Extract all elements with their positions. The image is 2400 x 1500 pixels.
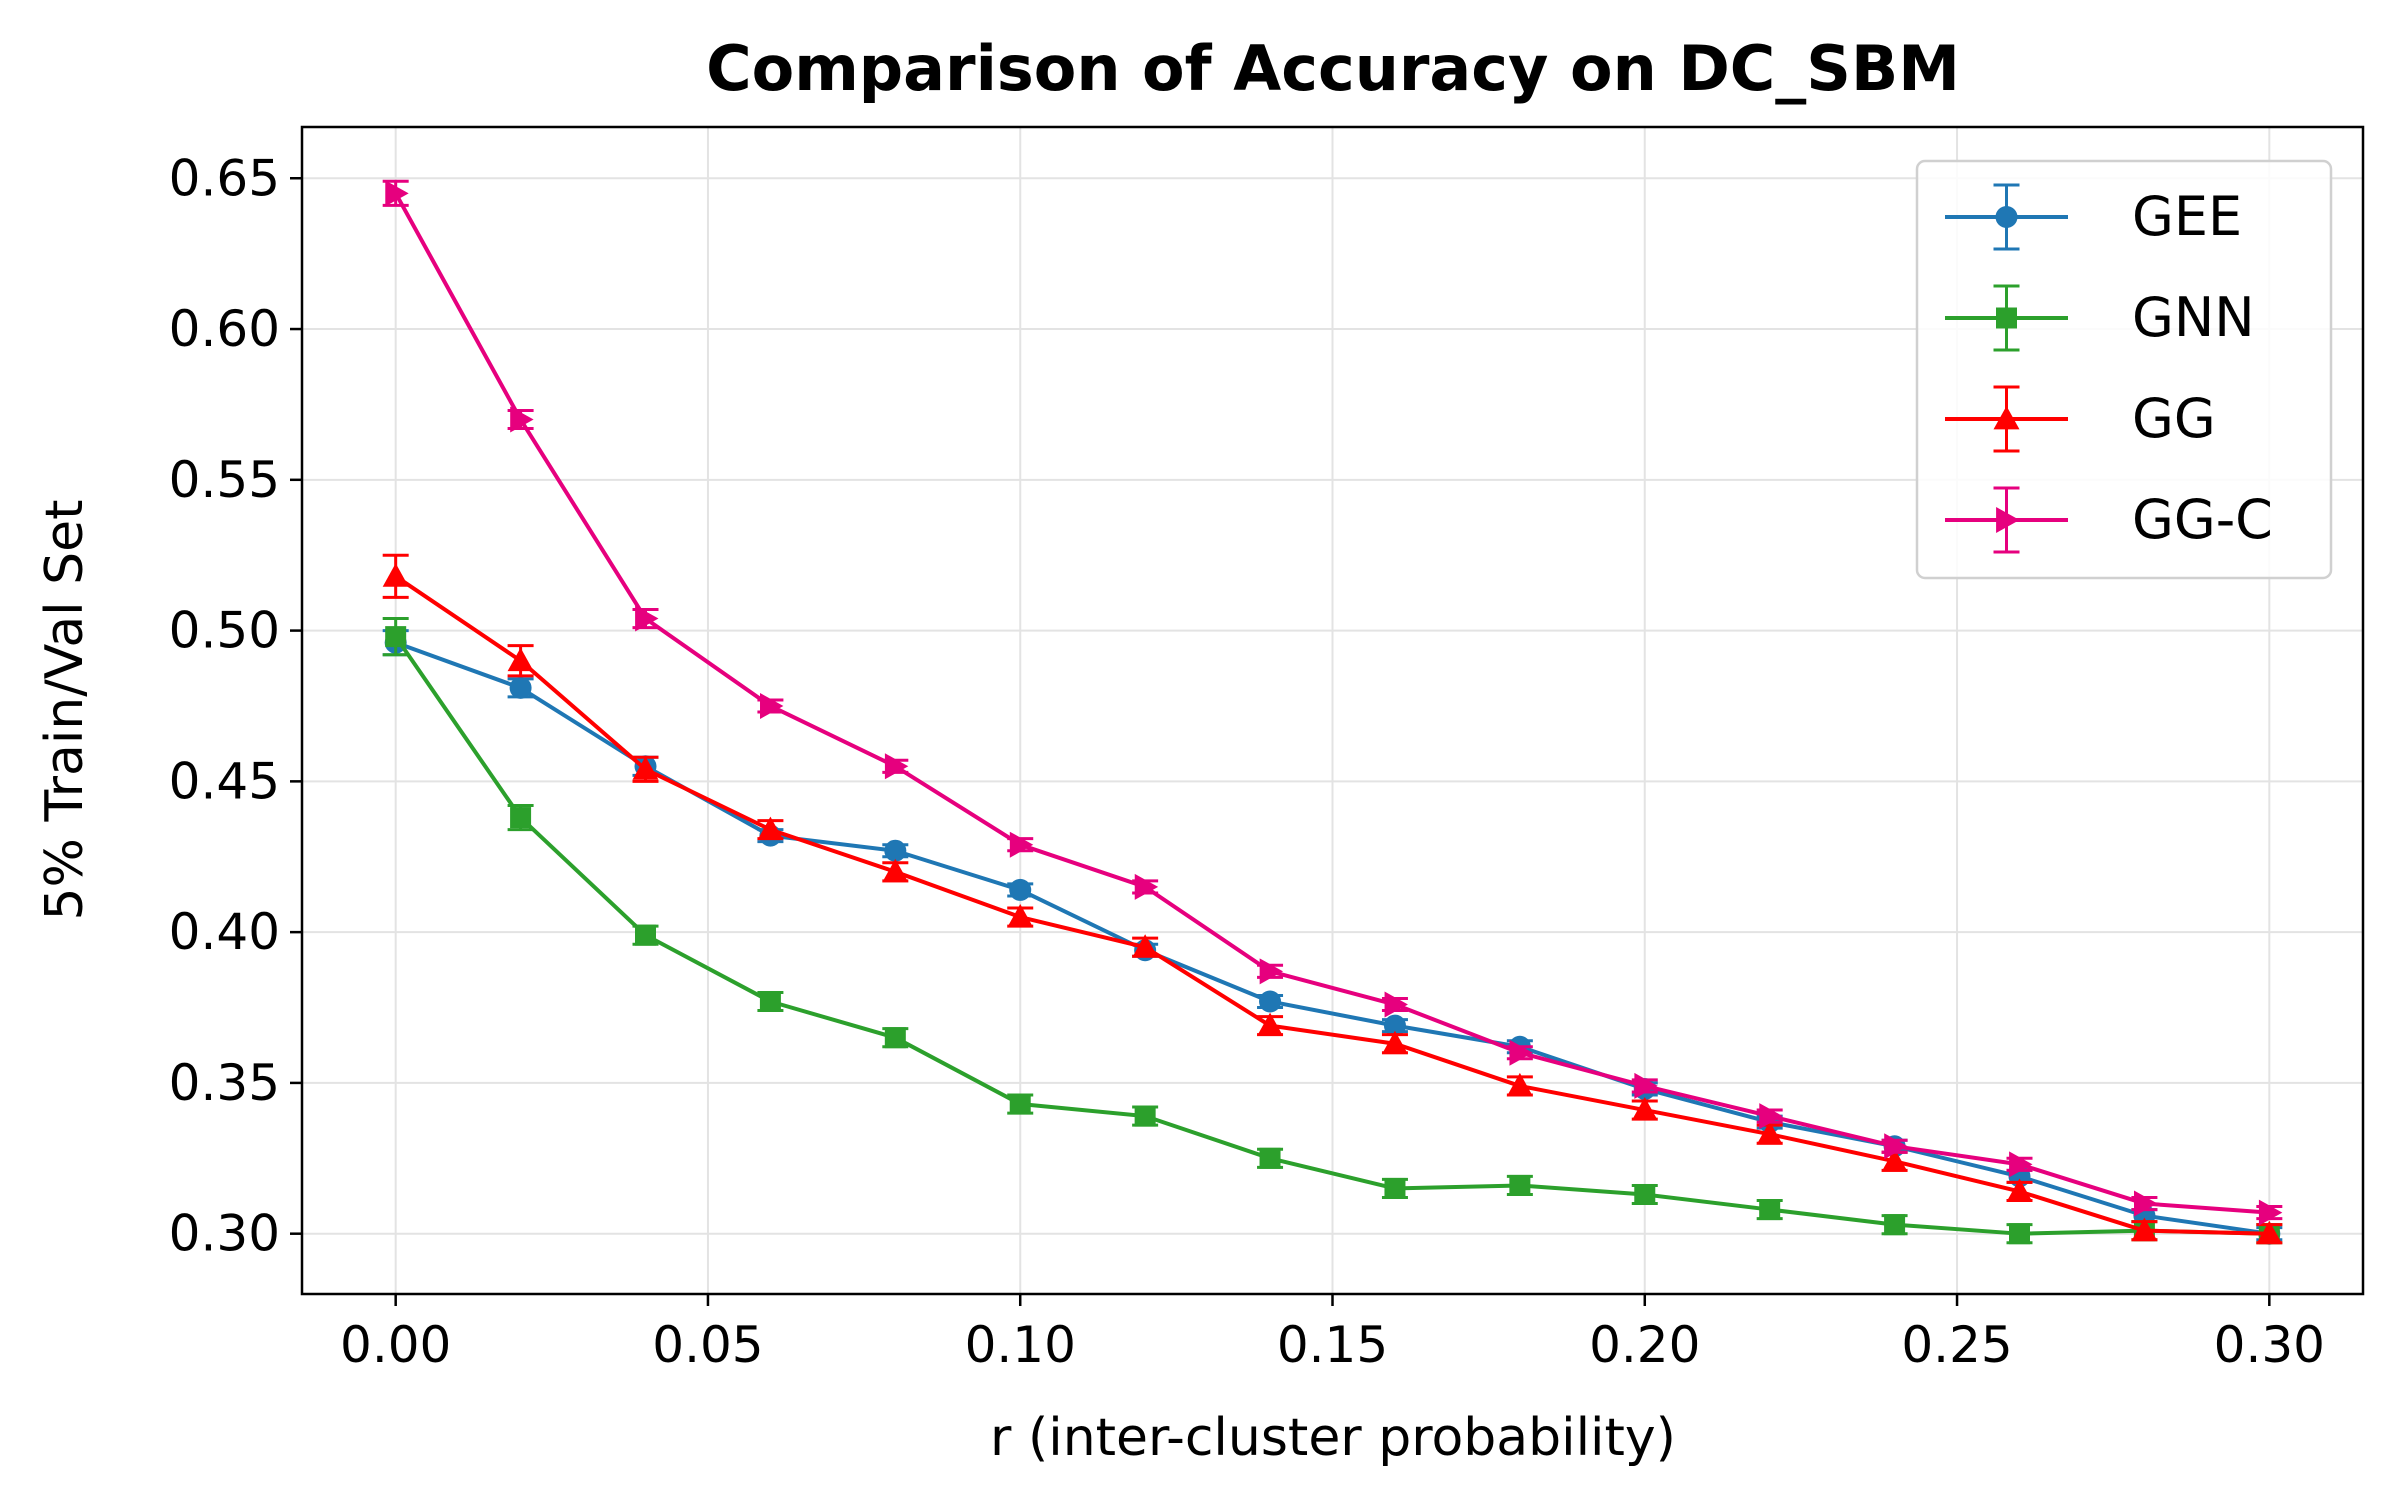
data-point-gnn: [1009, 1093, 1031, 1115]
data-point-gg: [1381, 1030, 1408, 1055]
axis-ticks: 0.00 0.05 0.10 0.15 0.20 0.25 0.30 0.30 0.35 0.40…: [169, 149, 2325, 1374]
data-point-gg: [2006, 1178, 2033, 1202]
legend-box: [1915, 159, 2333, 580]
legend-label: GG: [2132, 387, 2216, 450]
legend-entry-gg: GG: [1945, 385, 2216, 453]
legend-marker: [1996, 507, 2020, 533]
data-point-gnn: [1634, 1183, 1656, 1205]
x-tick-label: 0.25: [1901, 1316, 2012, 1374]
x-tick-label: 0.10: [965, 1316, 1076, 1374]
y-tick-label: 0.45: [169, 752, 280, 810]
x-tick-label: 0.30: [2214, 1316, 2325, 1374]
data-point-gg-c: [1009, 831, 1034, 858]
data-point-gg: [1881, 1148, 1908, 1172]
x-tick-label: 0.15: [1277, 1316, 1388, 1374]
series-line-gg: [394, 574, 2270, 1236]
x-tick-label: 0.05: [652, 1316, 763, 1374]
data-point-gnn: [510, 807, 532, 829]
x-tick-label: 0.20: [1589, 1316, 1700, 1374]
legend: GEE GNN GG GG-C: [1915, 159, 2333, 580]
data-point-gnn: [1134, 1105, 1156, 1127]
data-point-gg: [1631, 1097, 1658, 1121]
data-point-gg-c: [760, 692, 784, 719]
data-point-gee: [1259, 990, 1282, 1013]
data-point-gnn: [635, 924, 656, 946]
data-point-gg-c: [2258, 1199, 2283, 1226]
data-point-gg: [1756, 1121, 1783, 1145]
data-point-gg-c: [385, 180, 409, 207]
data-point-gnn: [385, 626, 407, 648]
data-point-gg-c: [1884, 1133, 1908, 1160]
data-point-gg: [882, 858, 909, 883]
data-point-gg-c: [1384, 991, 1408, 1018]
data-point-gg-c: [1134, 873, 1159, 900]
data-point-gnn: [2009, 1223, 2030, 1245]
data-point-gg-c: [2134, 1190, 2158, 1217]
data-point-gg: [1132, 934, 1159, 958]
x-axis-label: r (inter-cluster probability): [990, 1408, 1676, 1468]
y-tick-label: 0.40: [169, 903, 280, 961]
data-point-gnn: [884, 1027, 906, 1049]
y-tick-label: 0.60: [169, 300, 280, 358]
data-point-gg: [1506, 1072, 1533, 1097]
y-tick-label: 0.50: [169, 602, 280, 660]
data-point-gg: [632, 756, 659, 780]
y-axis-label: 5% Train/Val Set: [35, 499, 95, 920]
data-point-gg-c: [2009, 1151, 2033, 1178]
data-point-gee: [509, 676, 532, 699]
data-point-gnn: [759, 990, 781, 1012]
legend-entry-gnn: GNN: [1945, 284, 2255, 352]
data-point-gg: [507, 647, 534, 672]
legend-marker: [1995, 206, 2018, 228]
data-point-gg: [2131, 1217, 2158, 1242]
y-tick-label: 0.55: [169, 451, 280, 509]
data-point-gg: [2256, 1220, 2283, 1245]
plot-series: [382, 179, 2283, 1245]
data-point-gg-c: [510, 406, 534, 433]
data-point-gnn: [1509, 1174, 1531, 1196]
series-line-gg-c: [393, 192, 2270, 1215]
grid-lines: [302, 127, 2363, 1294]
data-point-gg-c: [635, 605, 659, 632]
data-point-gee: [1009, 878, 1032, 901]
series-gg-c: [382, 179, 2283, 1226]
y-tick-label: 0.35: [169, 1054, 280, 1112]
data-point-gee: [884, 839, 907, 862]
data-point-gg-c: [1509, 1039, 1533, 1066]
data-point-gg-c: [884, 753, 909, 780]
series-line-gnn: [394, 635, 2270, 1236]
data-point-gg: [382, 563, 409, 587]
data-point-gee: [1383, 1014, 1406, 1037]
data-point-gg: [757, 816, 784, 841]
data-point-gg: [1257, 1012, 1284, 1037]
data-point-gg-c: [1634, 1072, 1658, 1099]
data-point-gnn: [1259, 1147, 1281, 1169]
data-point-gnn: [1884, 1214, 1906, 1236]
data-point-gg: [1007, 904, 1034, 928]
y-tick-label: 0.65: [169, 149, 280, 207]
series-gnn: [382, 617, 2283, 1245]
legend-label: GG-C: [2132, 488, 2273, 551]
data-point-gnn: [1384, 1177, 1406, 1199]
legend-marker: [1993, 406, 2020, 430]
x-tick-label: 0.00: [340, 1316, 451, 1374]
legend-label: GEE: [2132, 185, 2242, 248]
y-tick-label: 0.30: [169, 1205, 280, 1263]
data-point-gnn: [1759, 1199, 1781, 1221]
legend-entry-gee: GEE: [1945, 183, 2242, 251]
data-point-gg-c: [1259, 958, 1284, 985]
legend-label: GNN: [2132, 286, 2255, 349]
legend-entry-gg-c: GG-C: [1945, 486, 2273, 554]
chart-title: Comparison of Accuracy on DC_SBM: [706, 32, 1960, 105]
data-point-gg-c: [1759, 1103, 1783, 1130]
legend-marker: [1996, 307, 2017, 329]
